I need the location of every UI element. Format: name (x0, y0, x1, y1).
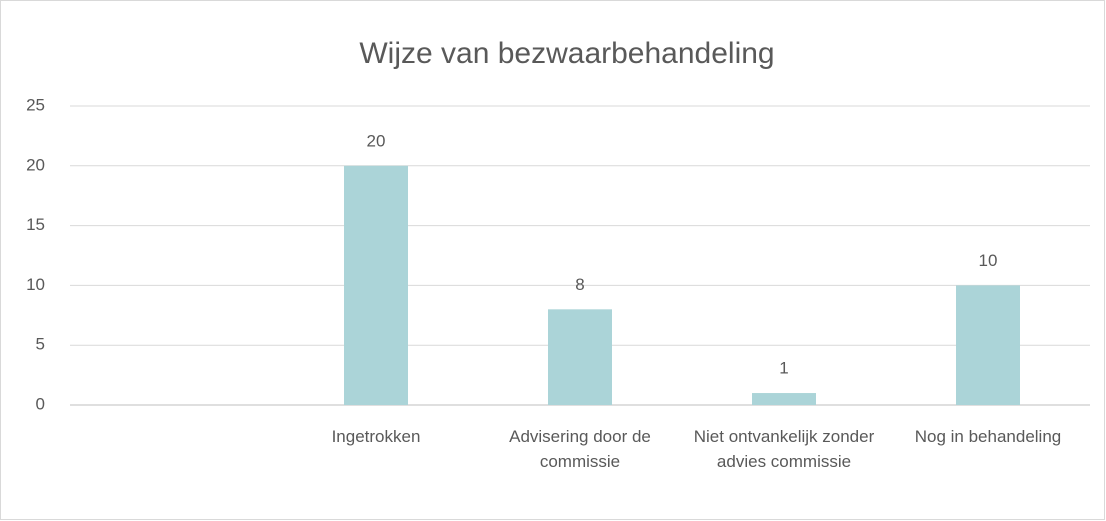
y-tick-label: 20 (26, 155, 45, 174)
bar (548, 309, 612, 405)
y-tick-label: 10 (26, 275, 45, 294)
x-tick-label: Nog in behandeling (915, 427, 1062, 446)
x-tick-label: Ingetrokken (332, 427, 421, 446)
data-label: 8 (575, 275, 584, 294)
bar (344, 165, 408, 405)
y-tick-label: 5 (36, 335, 45, 354)
bar (956, 285, 1020, 405)
data-label: 1 (779, 359, 788, 378)
bar (752, 393, 816, 405)
chart-title: Wijze van bezwaarbehandeling (359, 37, 774, 70)
y-tick-label: 0 (36, 394, 45, 413)
data-label: 10 (979, 251, 998, 270)
y-tick-label: 15 (26, 215, 45, 234)
x-tick-label: Niet ontvankelijk zonder advies commissie (694, 427, 875, 471)
y-tick-label: 25 (26, 95, 45, 114)
x-tick-label: Advisering door de commissie (509, 427, 651, 471)
data-label: 20 (367, 131, 386, 150)
